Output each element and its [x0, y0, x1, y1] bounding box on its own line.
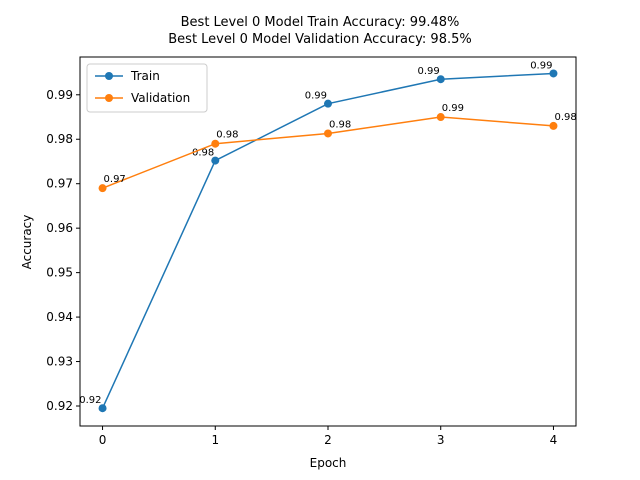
x-tick-label: 3	[437, 433, 445, 447]
y-axis-label: Accuracy	[20, 215, 34, 270]
x-tick-label: 1	[211, 433, 219, 447]
legend-marker	[105, 72, 113, 80]
data-point	[549, 69, 558, 78]
data-label: 0.98	[192, 148, 214, 159]
data-point	[436, 113, 445, 122]
data-label: 0.98	[216, 130, 238, 141]
y-tick-label: 0.98	[46, 132, 73, 146]
data-label: 0.98	[329, 119, 351, 130]
data-label: 0.92	[79, 395, 101, 406]
series-line	[102, 116, 554, 189]
legend-entry: Train	[130, 69, 160, 83]
chart-title-line-1: Best Level 0 Model Train Accuracy: 99.48…	[181, 15, 460, 30]
data-point	[98, 184, 107, 193]
x-axis-label: Epoch	[310, 456, 347, 470]
y-tick-label: 0.95	[46, 266, 73, 280]
data-label: 0.99	[417, 66, 439, 77]
data-point	[324, 99, 332, 108]
legend-entry: Validation	[131, 91, 190, 105]
legend: Train Validation	[86, 63, 208, 113]
data-label: 0.98	[554, 112, 576, 123]
data-label: 0.99	[305, 91, 327, 102]
x-tick-label: 4	[550, 433, 558, 447]
data-point	[436, 75, 445, 84]
legend-marker	[105, 94, 113, 102]
data-label: 0.99	[530, 60, 552, 71]
y-tick-label: 0.92	[46, 399, 73, 413]
data-point	[324, 129, 332, 138]
data-point	[211, 156, 220, 165]
series-layer: 0.920.980.990.990.990.970.980.980.990.98	[79, 60, 577, 413]
data-point	[211, 139, 220, 148]
data-point	[549, 121, 558, 130]
data-label: 0.97	[104, 174, 126, 185]
y-tick-label: 0.94	[46, 310, 73, 324]
chart-title-line-2: Best Level 0 Model Validation Accuracy: …	[168, 32, 471, 47]
series-validation: 0.970.980.980.990.98	[98, 103, 577, 193]
x-tick-label: 2	[324, 433, 332, 447]
x-tick-label: 0	[99, 433, 107, 447]
y-tick-label: 0.97	[46, 177, 73, 191]
y-tick-label: 0.93	[46, 355, 73, 369]
x-axis-ticks: 0 1 2 3 4	[99, 426, 558, 447]
y-tick-label: 0.99	[46, 88, 73, 102]
series-train: 0.92 0.98 0.99 0.99 0.99	[79, 60, 558, 413]
series-line	[101, 72, 554, 409]
data-label: 0.99	[442, 103, 464, 114]
data-point	[98, 404, 107, 413]
y-tick-label: 0.96	[46, 221, 73, 235]
y-axis-ticks: 0.92 0.93 0.94 0.95 0.96 0.97 0.98 0.99	[46, 88, 80, 413]
